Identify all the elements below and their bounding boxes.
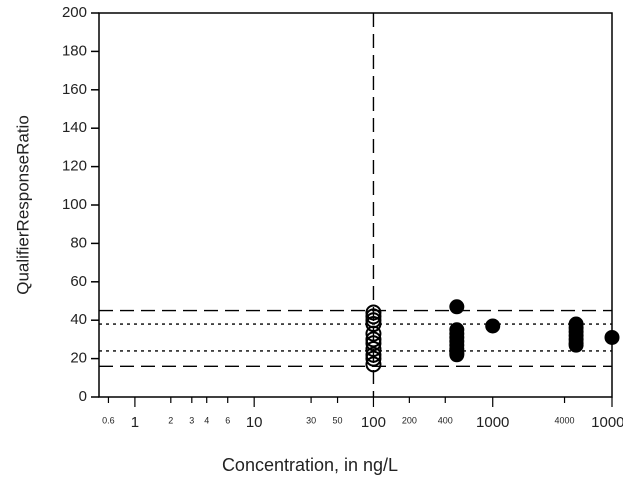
x-tick-label: 1: [131, 414, 139, 431]
x-tick-label: 10000: [591, 414, 623, 431]
y-tick-label: 0: [79, 388, 87, 405]
y-tick-label: 20: [70, 350, 87, 367]
y-tick-label: 120: [62, 158, 87, 175]
x-tick-label: 0.6: [102, 415, 115, 425]
y-tick-label: 140: [62, 119, 87, 136]
point: [568, 337, 584, 353]
point: [365, 331, 382, 348]
point: [365, 341, 382, 357]
y-tick-label: 200: [62, 4, 87, 21]
x-tick-label: 30: [306, 415, 316, 425]
x-axis-label: Concentration, in ng/L: [222, 455, 398, 475]
point: [365, 304, 382, 321]
x-tick-label: 100: [361, 414, 386, 431]
x-tick-label: 1000: [476, 414, 509, 431]
point: [604, 329, 620, 345]
x-tick-label: 10: [246, 414, 263, 431]
x-tick-label: 400: [438, 415, 453, 425]
point: [365, 356, 382, 373]
y-axis-label: QualifierResponseRatio: [13, 115, 32, 295]
point: [449, 347, 465, 363]
x-tick-label: 4: [204, 415, 209, 425]
x-tick-label: 2: [168, 415, 173, 425]
y-tick-label: 100: [62, 196, 87, 213]
y-tick-label: 160: [62, 81, 87, 98]
x-tick-label: 200: [402, 415, 417, 425]
y-tick-label: 60: [70, 273, 87, 290]
x-tick-label: 50: [333, 415, 343, 425]
point: [449, 299, 465, 315]
point: [485, 318, 501, 334]
plot-frame: [98, 12, 613, 398]
x-tick-label: 3: [189, 415, 194, 425]
y-tick-label: 40: [70, 311, 87, 328]
y-tick-label: 80: [70, 234, 87, 251]
y-tick-label: 180: [62, 42, 87, 59]
point: [365, 346, 382, 363]
x-tick-label: 4000: [555, 415, 575, 425]
x-tick-label: 6: [225, 415, 230, 425]
